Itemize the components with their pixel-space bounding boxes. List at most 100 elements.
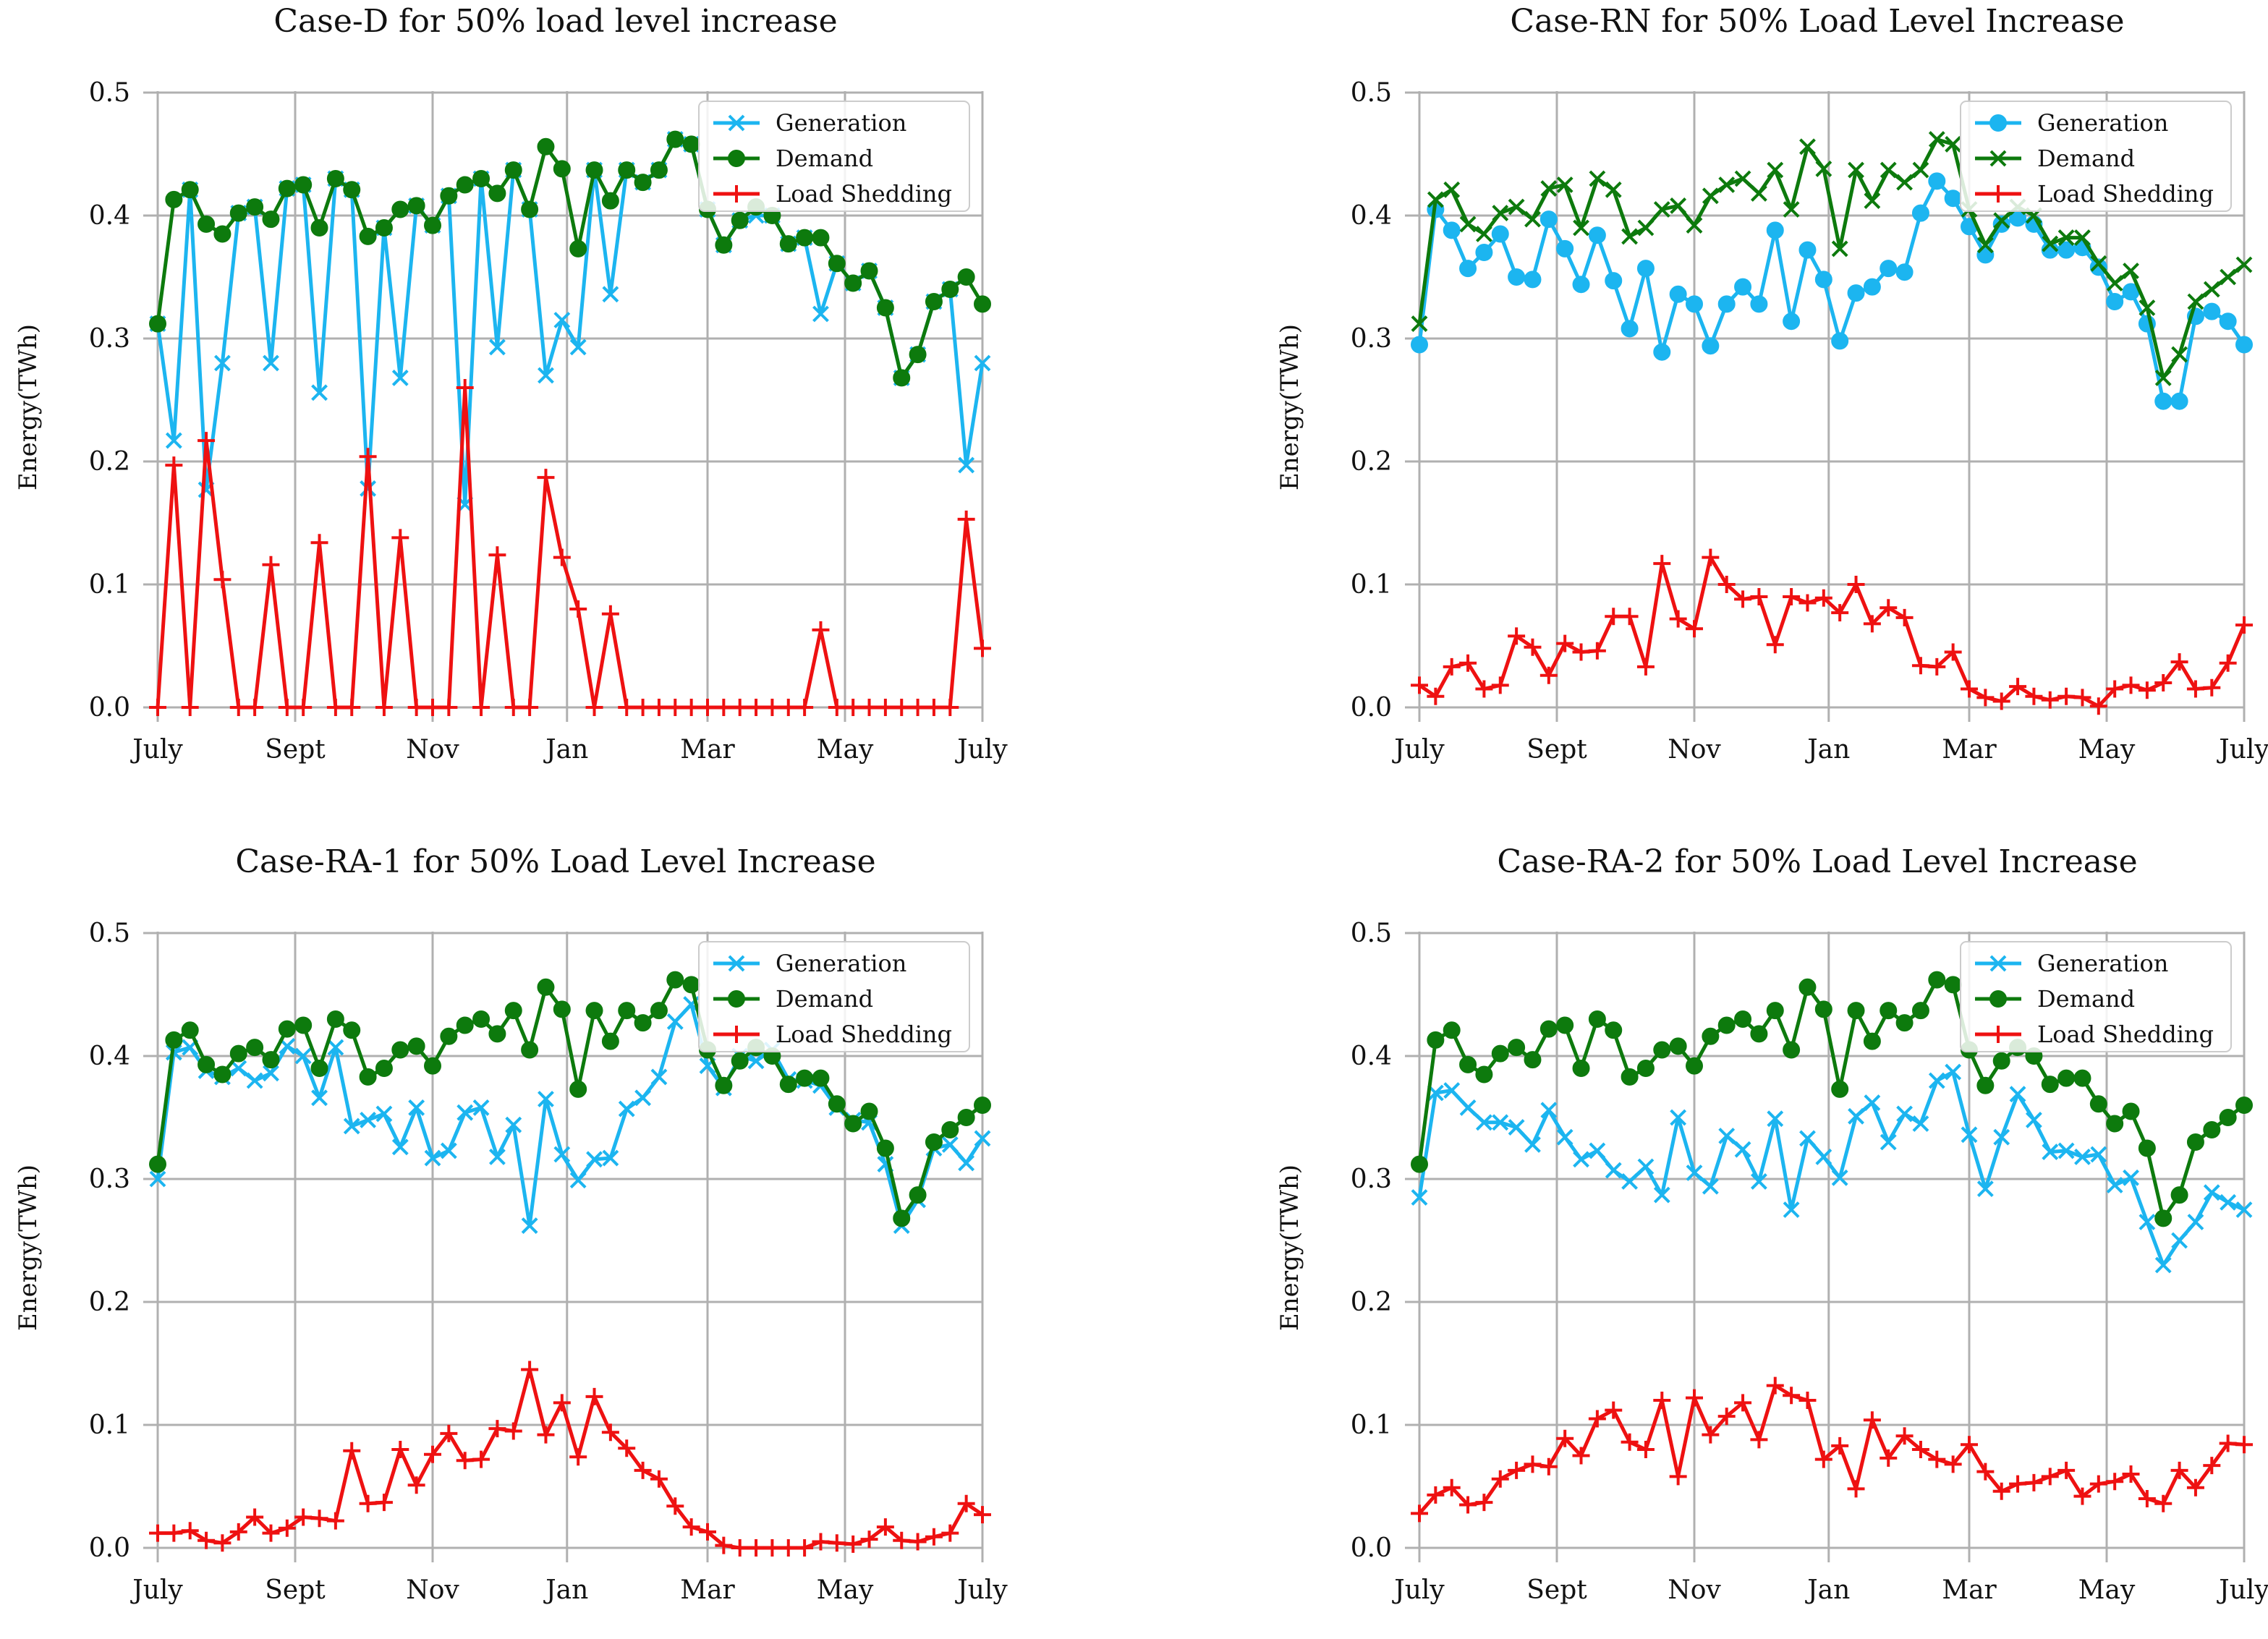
data-point xyxy=(1508,1039,1526,1057)
data-point xyxy=(165,1524,183,1542)
data-point xyxy=(262,1524,280,1542)
data-point xyxy=(1799,138,1816,156)
data-point xyxy=(1928,1072,1945,1089)
data-point xyxy=(602,1149,619,1167)
data-point xyxy=(1686,1165,1703,1181)
data-point xyxy=(1443,657,1461,676)
data-point xyxy=(876,1518,894,1536)
data-point xyxy=(310,1060,328,1077)
data-point xyxy=(974,295,991,313)
data-point xyxy=(2235,616,2253,634)
data-point xyxy=(2154,1209,2173,1227)
data-point xyxy=(1783,588,1801,605)
data-point xyxy=(844,274,862,292)
data-point xyxy=(1798,978,1817,996)
data-point xyxy=(391,1441,409,1458)
legend-box xyxy=(1960,941,2232,1052)
data-point xyxy=(1895,263,1914,281)
data-point xyxy=(1928,172,1946,190)
legend-label: Generation xyxy=(2037,109,2168,137)
data-point xyxy=(1605,1401,1623,1419)
data-point xyxy=(1653,1392,1671,1409)
data-point xyxy=(715,1076,733,1094)
data-point xyxy=(1686,1057,1703,1075)
data-point xyxy=(504,1422,522,1440)
data-point xyxy=(294,1508,313,1526)
data-point xyxy=(634,174,652,192)
data-point xyxy=(2203,1184,2220,1201)
data-point xyxy=(1524,1051,1542,1069)
data-point xyxy=(860,699,878,716)
data-point xyxy=(1459,1055,1477,1073)
data-point xyxy=(553,548,571,566)
data-point xyxy=(213,1534,232,1552)
y-tick-label: 0.3 xyxy=(89,324,130,354)
data-point xyxy=(553,1394,571,1412)
data-point xyxy=(424,699,441,716)
data-point xyxy=(1524,1455,1542,1473)
data-point xyxy=(1653,1041,1671,1059)
data-point xyxy=(440,1142,457,1159)
data-point xyxy=(1976,689,1995,707)
x-tick-label: Mar xyxy=(680,735,735,765)
data-point xyxy=(375,219,393,237)
data-point xyxy=(909,1186,927,1204)
data-point xyxy=(1783,312,1801,331)
x-tick-label: Nov xyxy=(406,1575,459,1605)
data-point xyxy=(796,699,814,716)
data-point xyxy=(876,1139,894,1157)
data-point xyxy=(699,699,716,716)
data-point xyxy=(1669,610,1687,628)
x-tick-label: July xyxy=(2216,735,2268,765)
data-point xyxy=(1750,1431,1768,1449)
data-point xyxy=(747,699,765,716)
data-point xyxy=(1589,170,1606,187)
data-point xyxy=(1911,1002,1929,1020)
data-point xyxy=(2235,1436,2253,1454)
data-point xyxy=(1475,680,1493,698)
data-point xyxy=(311,1089,328,1107)
legend-label: Load Shedding xyxy=(2037,1021,2214,1048)
data-point xyxy=(1475,1114,1492,1131)
data-point xyxy=(618,1439,636,1457)
data-point xyxy=(2138,1490,2156,1507)
series-generation xyxy=(1411,1063,2253,1274)
series-line xyxy=(1418,1384,2245,1515)
data-point xyxy=(1702,1027,1720,1045)
data-point xyxy=(181,699,199,716)
x-tick-label: Sept xyxy=(1526,1575,1587,1605)
data-point xyxy=(343,1021,361,1039)
series-line xyxy=(1417,137,2246,380)
y-tick-label: 0.2 xyxy=(89,1287,130,1317)
data-point xyxy=(360,480,377,497)
data-point xyxy=(149,1155,166,1173)
data-point xyxy=(682,135,700,153)
data-point xyxy=(181,1522,199,1540)
y-tick-label: 0.0 xyxy=(1351,1533,1392,1563)
chart-case-rn: Case-RN for 50% Load Level Increase Energ… xyxy=(1275,3,2268,765)
data-point xyxy=(553,1000,571,1018)
data-point xyxy=(2057,1069,2076,1087)
data-point xyxy=(601,1423,619,1442)
data-point xyxy=(1556,1429,1574,1447)
data-point xyxy=(278,1020,296,1038)
data-point xyxy=(941,1121,959,1138)
data-point xyxy=(1734,1141,1751,1158)
data-point xyxy=(650,1068,668,1086)
data-point xyxy=(828,1095,846,1113)
chart-case-d: Case-D for 50% load level increase Energy… xyxy=(14,3,1008,765)
data-point xyxy=(2219,654,2237,672)
legend-marker xyxy=(728,150,745,167)
series-line xyxy=(1417,1070,2246,1267)
data-point xyxy=(1944,1455,1962,1473)
data-point xyxy=(941,1136,959,1153)
data-point xyxy=(1605,181,1622,198)
data-point xyxy=(440,699,458,716)
data-point xyxy=(1912,161,1929,179)
data-point xyxy=(569,1080,587,1098)
x-tick-label: Nov xyxy=(406,735,459,765)
data-point xyxy=(828,255,846,273)
data-point xyxy=(391,1138,409,1156)
data-point xyxy=(974,1097,991,1114)
data-point xyxy=(1411,1189,1428,1206)
